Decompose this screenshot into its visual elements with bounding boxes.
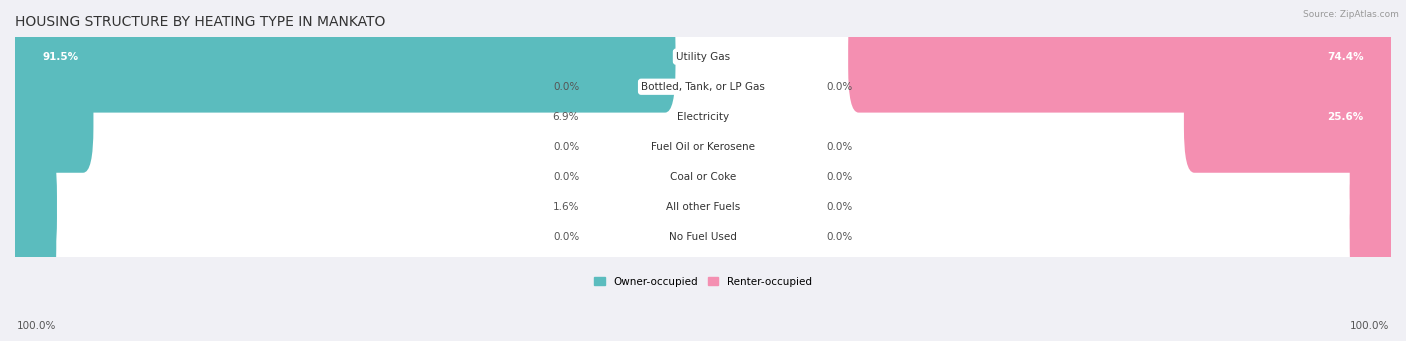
FancyBboxPatch shape bbox=[11, 61, 93, 173]
Text: Bottled, Tank, or LP Gas: Bottled, Tank, or LP Gas bbox=[641, 82, 765, 92]
FancyBboxPatch shape bbox=[1350, 151, 1395, 263]
FancyBboxPatch shape bbox=[8, 0, 1398, 130]
Text: 91.5%: 91.5% bbox=[42, 51, 79, 62]
Text: 0.0%: 0.0% bbox=[553, 82, 579, 92]
FancyBboxPatch shape bbox=[8, 74, 1398, 220]
FancyBboxPatch shape bbox=[11, 121, 56, 233]
FancyBboxPatch shape bbox=[1350, 181, 1395, 293]
FancyBboxPatch shape bbox=[11, 31, 56, 143]
Text: Coal or Coke: Coal or Coke bbox=[669, 172, 737, 182]
FancyBboxPatch shape bbox=[1350, 121, 1395, 233]
Text: 74.4%: 74.4% bbox=[1327, 51, 1364, 62]
Text: 0.0%: 0.0% bbox=[827, 232, 853, 242]
Text: 0.0%: 0.0% bbox=[827, 142, 853, 152]
FancyBboxPatch shape bbox=[1350, 31, 1395, 143]
Legend: Owner-occupied, Renter-occupied: Owner-occupied, Renter-occupied bbox=[591, 273, 815, 291]
FancyBboxPatch shape bbox=[1184, 61, 1395, 173]
Text: Fuel Oil or Kerosene: Fuel Oil or Kerosene bbox=[651, 142, 755, 152]
Text: Source: ZipAtlas.com: Source: ZipAtlas.com bbox=[1303, 10, 1399, 19]
FancyBboxPatch shape bbox=[8, 14, 1398, 160]
FancyBboxPatch shape bbox=[11, 181, 56, 293]
Text: 0.0%: 0.0% bbox=[553, 142, 579, 152]
FancyBboxPatch shape bbox=[848, 1, 1395, 113]
Text: 0.0%: 0.0% bbox=[827, 82, 853, 92]
Text: 1.6%: 1.6% bbox=[553, 202, 579, 212]
FancyBboxPatch shape bbox=[11, 91, 56, 203]
FancyBboxPatch shape bbox=[8, 104, 1398, 250]
Text: Utility Gas: Utility Gas bbox=[676, 51, 730, 62]
FancyBboxPatch shape bbox=[11, 1, 675, 113]
Text: 0.0%: 0.0% bbox=[827, 202, 853, 212]
FancyBboxPatch shape bbox=[8, 44, 1398, 190]
Text: Electricity: Electricity bbox=[676, 112, 730, 122]
Text: 0.0%: 0.0% bbox=[553, 172, 579, 182]
Text: 100.0%: 100.0% bbox=[17, 321, 56, 331]
Text: No Fuel Used: No Fuel Used bbox=[669, 232, 737, 242]
Text: 0.0%: 0.0% bbox=[827, 172, 853, 182]
Text: HOUSING STRUCTURE BY HEATING TYPE IN MANKATO: HOUSING STRUCTURE BY HEATING TYPE IN MAN… bbox=[15, 15, 385, 29]
FancyBboxPatch shape bbox=[8, 134, 1398, 280]
Text: 6.9%: 6.9% bbox=[553, 112, 579, 122]
FancyBboxPatch shape bbox=[8, 164, 1398, 310]
Text: 0.0%: 0.0% bbox=[553, 232, 579, 242]
Text: All other Fuels: All other Fuels bbox=[666, 202, 740, 212]
FancyBboxPatch shape bbox=[1350, 91, 1395, 203]
Text: 100.0%: 100.0% bbox=[1350, 321, 1389, 331]
FancyBboxPatch shape bbox=[11, 151, 58, 263]
Text: 25.6%: 25.6% bbox=[1327, 112, 1364, 122]
